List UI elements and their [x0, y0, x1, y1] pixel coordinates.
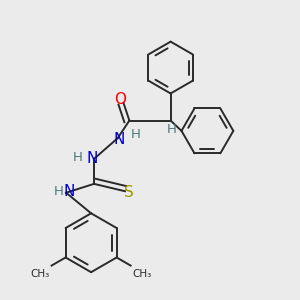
Text: O: O	[115, 92, 127, 107]
Text: H: H	[54, 185, 64, 198]
Text: N: N	[63, 184, 75, 199]
Text: S: S	[124, 185, 134, 200]
Text: N: N	[113, 132, 125, 147]
Text: N: N	[87, 151, 98, 166]
Text: H: H	[167, 123, 177, 136]
Text: CH₃: CH₃	[132, 269, 152, 279]
Text: H: H	[130, 128, 140, 141]
Text: CH₃: CH₃	[31, 269, 50, 279]
Text: H: H	[73, 151, 83, 164]
